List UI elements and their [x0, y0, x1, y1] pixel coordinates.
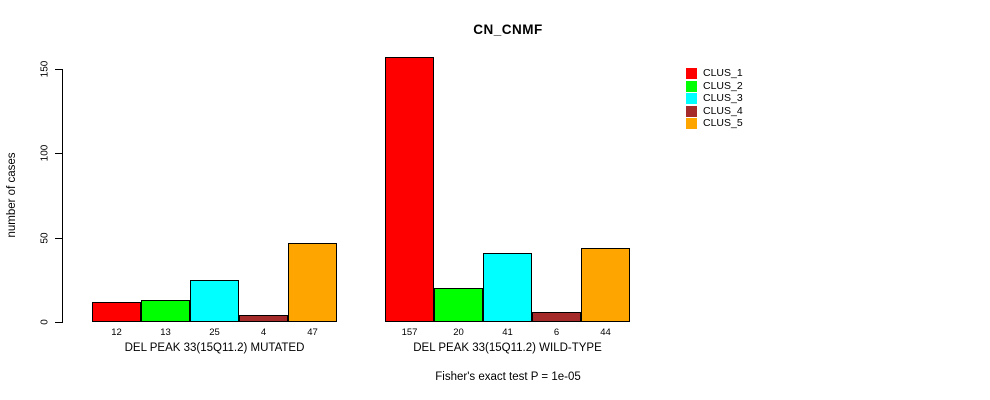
y-tick-mark [55, 237, 62, 239]
bar-clus_4 [532, 311, 581, 322]
bar-clus_1 [92, 301, 141, 322]
y-tick-label: 150 [39, 60, 51, 78]
legend-swatch-clus_4 [686, 105, 697, 117]
bar-clus_3 [190, 279, 239, 322]
bar-value-label: 47 [307, 327, 318, 338]
bar-clus_2 [434, 288, 483, 322]
bar-value-label: 20 [453, 327, 464, 338]
bar-value-label: 6 [553, 327, 560, 338]
group-label: DEL PEAK 33(15Q11.2) MUTATED [124, 342, 305, 354]
bar-value-label: 25 [209, 327, 220, 338]
bar-value-label: 12 [111, 327, 122, 338]
bar-clus_4 [239, 315, 288, 322]
legend-label: CLUS_4 [703, 104, 743, 117]
y-tick-label: 100 [39, 144, 51, 162]
y-axis-title: number of cases [6, 152, 18, 238]
bar-value-label: 41 [502, 327, 513, 338]
legend-label: CLUS_2 [703, 79, 743, 92]
bar-clus_5 [581, 247, 630, 322]
y-tick-label: 50 [39, 232, 51, 244]
fisher-test-annotation: Fisher's exact test P = 1e-05 [435, 371, 581, 383]
bar-clus_2 [141, 300, 190, 322]
legend-swatch-clus_3 [686, 93, 697, 104]
legend-label: CLUS_5 [703, 117, 743, 129]
legend-swatch-clus_1 [686, 68, 697, 79]
bar-value-label: 4 [260, 327, 267, 338]
group-label: DEL PEAK 33(15Q11.2) WILD-TYPE [413, 342, 602, 354]
bar-value-label: 157 [401, 327, 418, 338]
bar-value-label: 13 [160, 327, 171, 338]
bar-clus_5 [288, 242, 337, 322]
bar-clus_3 [483, 252, 532, 322]
y-tick-label: 0 [39, 319, 51, 325]
chart-title: CN_CNMF [473, 22, 543, 37]
legend-swatch-clus_2 [686, 80, 697, 92]
y-tick-mark [55, 69, 62, 70]
legend-swatch-clus_5 [686, 118, 697, 129]
bar-value-label: 44 [600, 327, 611, 338]
y-tick-mark [55, 153, 62, 155]
bar-clus_1 [385, 57, 434, 322]
legend-label: CLUS_3 [703, 92, 743, 104]
y-axis-line [62, 69, 63, 323]
legend-label: CLUS_1 [703, 67, 743, 79]
y-tick-mark [55, 322, 62, 323]
